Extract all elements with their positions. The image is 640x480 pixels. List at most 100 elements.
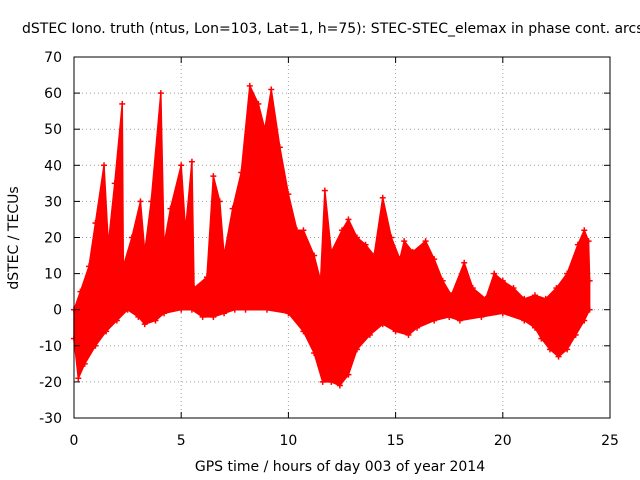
data-point: [246, 82, 253, 89]
data-point: [92, 342, 99, 349]
data-point: [178, 162, 185, 169]
data-point: [113, 317, 120, 324]
data-point: [128, 234, 135, 241]
data-point: [409, 248, 416, 255]
data-point: [478, 313, 485, 320]
data-point: [542, 295, 549, 302]
y-tick-label: -20: [39, 375, 62, 391]
data-point: [336, 382, 343, 389]
data-point: [354, 234, 361, 241]
data-point: [371, 252, 378, 259]
data-point: [456, 317, 463, 324]
data-point: [276, 144, 283, 151]
y-tick-label: 50: [44, 122, 62, 138]
y-tick-label: -10: [39, 339, 62, 355]
data-point: [77, 288, 84, 295]
data-point: [405, 331, 412, 338]
data-point: [188, 306, 195, 313]
data-point: [328, 248, 335, 255]
data-point: [388, 234, 395, 241]
data-point: [345, 216, 352, 223]
y-tick-label: 70: [44, 50, 62, 66]
data-point: [366, 331, 373, 338]
data-point: [431, 317, 438, 324]
data-point: [531, 292, 538, 299]
data-point: [538, 335, 545, 342]
data-point: [300, 227, 307, 234]
data-point: [521, 295, 528, 302]
chart-title: dSTEC Iono. truth (ntus, Lon=103, Lat=1,…: [22, 21, 640, 37]
data-point: [422, 238, 429, 245]
data-point: [182, 227, 189, 234]
data-point: [103, 328, 110, 335]
data-point: [120, 263, 127, 270]
data-point: [81, 360, 88, 367]
data-point: [135, 313, 142, 320]
data-point: [311, 350, 318, 357]
data-point: [285, 191, 292, 198]
data-point: [396, 256, 403, 263]
data-point: [319, 378, 326, 385]
data-point: [261, 126, 268, 133]
y-tick-label: 0: [53, 303, 62, 319]
data-point: [531, 324, 538, 331]
data-point: [581, 227, 588, 234]
data-point: [572, 331, 579, 338]
data-point: [321, 187, 328, 194]
data-point: [105, 241, 112, 248]
x-tick-label: 5: [177, 433, 186, 449]
data-point: [216, 198, 223, 205]
data-point: [285, 310, 292, 317]
data-point: [345, 371, 352, 378]
data-point: [521, 317, 528, 324]
data-point: [167, 205, 174, 212]
data-point: [124, 306, 131, 313]
y-tick-label: -30: [39, 411, 62, 427]
data-point: [210, 173, 217, 180]
data-point: [152, 317, 159, 324]
data-point: [564, 346, 571, 353]
data-point: [157, 90, 164, 97]
tick-labels: 0 5 10 15 20 25 -30 -20 -10 0 10 20 30 40 50 60 70: [39, 50, 619, 449]
data-point: [188, 158, 195, 165]
data-point: [401, 238, 408, 245]
data-point: [268, 86, 275, 93]
data-point: [564, 270, 571, 277]
data-point: [482, 295, 489, 302]
data-point: [317, 277, 324, 284]
data-point: [221, 310, 228, 317]
data-point: [242, 306, 249, 313]
data-point: [141, 248, 148, 255]
data-point: [210, 313, 217, 320]
data-point: [339, 227, 345, 234]
data-point: [255, 100, 262, 107]
data-point: [448, 292, 455, 299]
data-band: [73, 85, 591, 387]
data-point: [446, 313, 453, 320]
data-point: [101, 162, 108, 169]
data-point: [510, 285, 517, 292]
data-point: [311, 252, 318, 259]
data-point: [581, 317, 588, 324]
data-point: [328, 378, 335, 385]
y-axis-label: dSTEC / TECUs: [6, 186, 22, 289]
data-point: [137, 198, 144, 205]
data-point: [178, 306, 185, 313]
data-point: [546, 346, 553, 353]
data-point: [141, 321, 148, 328]
data-point: [229, 205, 236, 212]
data-point: [263, 306, 270, 313]
data-point: [238, 169, 245, 176]
data-point: [203, 274, 210, 281]
data-point: [499, 277, 506, 284]
data-point: [414, 324, 421, 331]
data-point: [379, 321, 386, 328]
data-point: [231, 306, 238, 313]
x-tick-label: 10: [279, 433, 297, 449]
data-point: [191, 285, 198, 292]
data-point: [574, 241, 581, 248]
data-point: [392, 328, 399, 335]
y-tick-label: 60: [44, 86, 62, 102]
y-tick-label: 20: [44, 231, 62, 247]
